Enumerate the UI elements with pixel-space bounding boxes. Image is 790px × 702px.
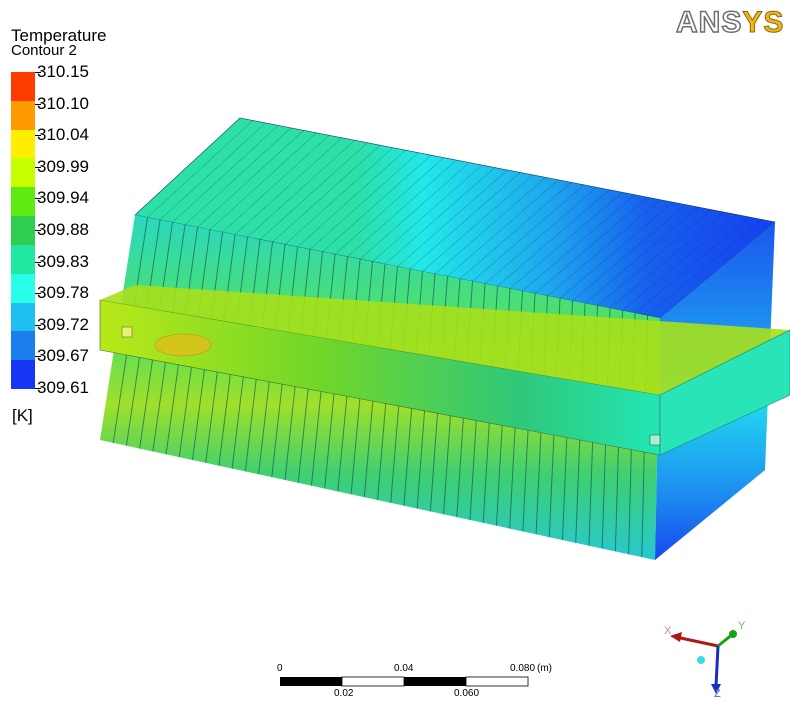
legend-subtitle: Contour 2: [11, 42, 77, 59]
fin-top-ridge: [247, 140, 355, 238]
fin-top-ridge: [147, 120, 253, 218]
ansys-logo: ANSYS: [675, 5, 785, 40]
legend-value: 309.78: [37, 283, 89, 303]
legend-tick: [35, 230, 41, 231]
legend-title: Temperature: [11, 26, 107, 45]
legend-tick: [35, 261, 41, 263]
fin-top-ridge: [372, 164, 483, 262]
legend-value: 310.04: [37, 125, 89, 145]
fin-top-ridge: [334, 157, 445, 255]
legend-tick: [35, 72, 41, 73]
fin-top-ridge: [472, 184, 585, 282]
fin-top-ridge: [297, 149, 406, 248]
legend-tick: [35, 356, 41, 358]
fin-top-ridge: [484, 187, 597, 284]
legend-tick: [35, 166, 41, 168]
fin-top-ridge: [284, 147, 394, 245]
axis-x-label: X: [664, 625, 672, 637]
scale-label-0060: 0.060: [454, 688, 480, 699]
legend-swatch: [11, 360, 35, 390]
legend-tick: [35, 103, 41, 105]
legend-value: 310.10: [37, 93, 89, 113]
fin-top-ridge: [309, 152, 419, 250]
fin-top-ridge: [459, 182, 572, 279]
fin-top-ridge: [634, 216, 750, 314]
legend-swatch: [11, 302, 35, 332]
fin-top-ridge: [259, 142, 368, 240]
fin-top-ridge: [222, 135, 330, 233]
fin-top-ridge: [609, 211, 725, 309]
scale-label-0: 0: [277, 663, 283, 674]
legend-tick: [35, 324, 41, 326]
legend-tick: [35, 388, 41, 389]
fin-top-ridge: [197, 130, 304, 228]
legend-unit: [K]: [12, 406, 33, 425]
legend-value: 309.88: [37, 220, 89, 239]
fin-top-ridge: [234, 137, 343, 235]
legend-tick: [35, 135, 41, 137]
fin-top-ridge: [547, 199, 661, 297]
fin-top-ridge: [209, 132, 317, 230]
fin-top-ridge: [572, 204, 687, 302]
fin-top-ridge: [497, 189, 610, 287]
axis-y-label: Y: [738, 620, 746, 632]
legend-swatch: [11, 331, 35, 361]
legend-value: 309.72: [37, 314, 89, 334]
legend-swatch: [11, 158, 35, 188]
legend-swatch: [11, 273, 35, 304]
legend-swatch: [11, 100, 35, 131]
legend-swatch: [11, 244, 35, 275]
fin-top-ridge: [359, 162, 470, 260]
scale-seg-3: [404, 677, 466, 686]
fin-top-ridge: [322, 154, 432, 253]
legend-value: 309.99: [37, 156, 89, 176]
fin-top-ridge: [272, 145, 381, 243]
legend-swatch: [11, 129, 35, 159]
fin-top-ridge: [622, 214, 737, 311]
fin-top-ridge: [184, 127, 292, 226]
fin-top-ridge: [409, 172, 521, 270]
legend-swatch: [11, 72, 35, 102]
fin-top-ridge: [159, 122, 266, 221]
fin-top-ridge: [397, 169, 508, 267]
fin-top-ridge: [522, 194, 636, 292]
fin-top-ridge: [384, 167, 495, 265]
fin-top-ridge: [534, 197, 648, 294]
scale-unit: (m): [537, 663, 552, 674]
legend-value: 310.15: [37, 62, 89, 81]
scale-seg-4: [465, 676, 529, 687]
legend-value: 309.67: [37, 346, 89, 366]
legend-tick: [35, 293, 41, 295]
axis-z-label: Z: [714, 688, 721, 700]
scale-label-002: 0.02: [334, 688, 354, 699]
scale-seg-1: [280, 677, 342, 686]
legend-value: 309.61: [37, 378, 89, 397]
legend-swatch: [11, 216, 35, 246]
legend-value: 309.94: [37, 188, 89, 208]
scale-label-004: 0.04: [394, 663, 414, 674]
fin-top-ridge: [559, 201, 674, 299]
fin-top-ridge: [584, 206, 699, 304]
legend-value: 309.83: [37, 251, 89, 271]
fin-top-ridge: [422, 174, 534, 272]
fin-top-ridge: [447, 179, 559, 277]
legend-tick: [35, 198, 41, 200]
fin-top-ridge: [597, 209, 712, 306]
legend-colorbar: [11, 72, 35, 390]
fin-top-ridge: [647, 219, 763, 316]
fin-top-ridge: [172, 125, 279, 223]
fin-top-ridge: [347, 159, 457, 257]
fin-top-ridge: [509, 192, 623, 289]
legend-swatch: [11, 187, 35, 217]
fin-top-ridge: [434, 177, 546, 275]
scale-label-0080: 0.080: [510, 663, 536, 674]
